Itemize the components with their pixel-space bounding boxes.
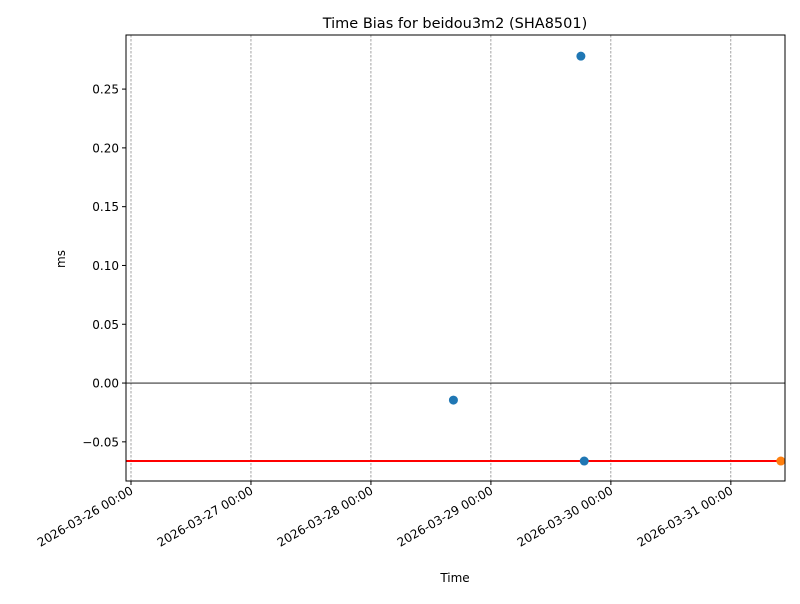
y-tick-label: 0.00 (92, 377, 119, 391)
x-tick-label: 2026-03-31 00:00 (635, 483, 736, 549)
y-tick-label: −0.05 (82, 435, 119, 449)
data-point-series-1 (776, 456, 786, 466)
x-tick-label: 2026-03-27 00:00 (155, 483, 256, 549)
x-tick-label: 2026-03-29 00:00 (395, 483, 496, 549)
x-tick-label: 2026-03-28 00:00 (275, 483, 376, 549)
plot-frame (125, 34, 786, 482)
data-point-series-0 (576, 51, 586, 61)
y-tick-label: 0.10 (92, 259, 119, 273)
data-point-series-0 (448, 395, 458, 405)
y-axis-label: ms (54, 250, 68, 268)
x-tick-label: 2026-03-26 00:00 (35, 483, 136, 549)
y-tick-label: 0.05 (92, 318, 119, 332)
x-tick-label: 2026-03-30 00:00 (515, 483, 616, 549)
y-tick-label: 0.20 (92, 141, 119, 155)
chart-title: Time Bias for beidou3m2 (SHA8501) (322, 16, 588, 32)
x-axis-label: Time (439, 571, 469, 585)
y-tick-label: 0.15 (92, 200, 119, 214)
y-tick-label: 0.25 (92, 83, 119, 97)
data-point-series-0 (579, 456, 589, 466)
